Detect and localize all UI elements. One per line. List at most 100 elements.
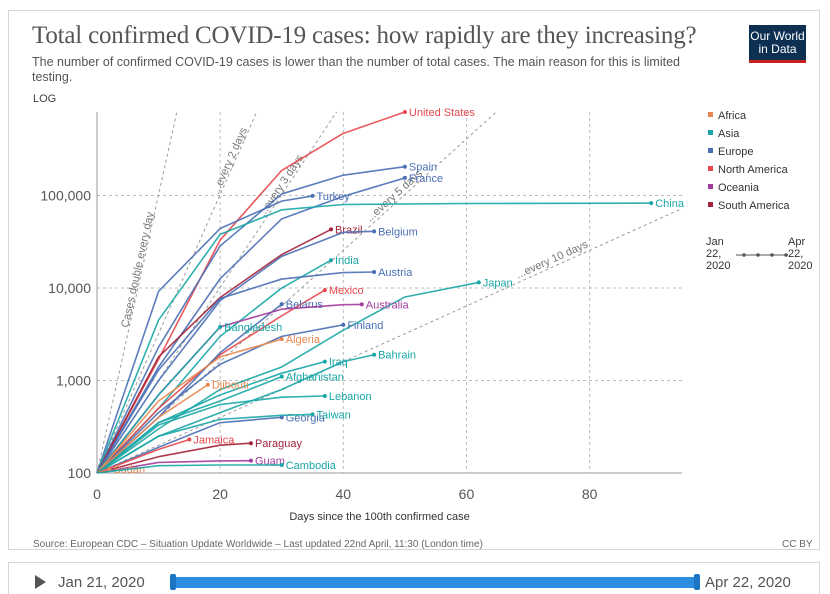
legend-item: Oceania — [718, 182, 760, 194]
series-endpoint — [279, 415, 284, 420]
series-label: India — [335, 255, 360, 267]
legend-swatch — [708, 130, 713, 135]
series-line — [96, 375, 283, 474]
series-label: Bahrain — [378, 350, 416, 362]
series-endpoint — [329, 258, 333, 263]
series-line — [96, 384, 209, 474]
time-legend-end: Apr 22, 2020 — [788, 236, 812, 272]
our-world-in-data-logo[interactable]: Our World in Data — [749, 25, 806, 63]
timeline-bar — [8, 562, 820, 594]
source-note: Source: European CDC – Situation Update … — [33, 539, 483, 550]
series-endpoint — [372, 270, 377, 275]
series-label: Djibouti — [212, 380, 249, 392]
series-line — [96, 195, 313, 474]
timeline-slider-track[interactable] — [172, 577, 698, 588]
chart-title: Total confirmed COVID-19 cases: how rapi… — [32, 22, 697, 49]
series-label: Finland — [347, 320, 383, 332]
series-endpoint — [279, 463, 284, 468]
series-label: Taiwan — [317, 409, 351, 421]
doubling-line — [96, 208, 683, 474]
timeline-end-handle[interactable] — [694, 574, 700, 590]
series-line — [96, 438, 190, 474]
series-line — [96, 202, 652, 474]
series-endpoint — [279, 374, 284, 379]
time-legend-dot — [742, 253, 746, 257]
series-line — [96, 289, 326, 474]
series-label: Algeria — [286, 334, 321, 346]
series-endpoint — [402, 175, 407, 180]
log-scale-label[interactable]: LOG — [33, 93, 57, 105]
series-endpoint — [322, 359, 327, 364]
series-endpoint — [372, 229, 377, 234]
timeline-start-date: Jan 21, 2020 — [58, 574, 145, 591]
legend-item: Europe — [718, 146, 753, 158]
series-endpoint — [341, 322, 346, 327]
series-label: Japan — [483, 277, 513, 289]
series-line — [96, 413, 313, 474]
series-label: Austria — [378, 267, 413, 279]
series-line — [96, 416, 282, 474]
series-line — [96, 177, 406, 474]
series-endpoint — [322, 288, 327, 293]
series-label: Bangladesh — [224, 322, 282, 334]
series-label: Cambodia — [286, 460, 337, 472]
legend-swatch — [708, 202, 713, 207]
legend-swatch — [708, 166, 713, 171]
series-endpoint — [649, 201, 654, 206]
series-line — [96, 111, 406, 474]
series-endpoint — [107, 467, 112, 472]
series-line — [96, 324, 344, 474]
series-line — [96, 326, 221, 474]
series-line — [96, 230, 375, 474]
series-endpoint — [329, 227, 333, 232]
series-label: China — [655, 198, 685, 210]
x-axis-label: Days since the 100th confirmed case — [289, 511, 469, 523]
y-tick-label: 100 — [68, 465, 92, 481]
legend-swatch — [708, 184, 713, 189]
legend-item: Asia — [718, 128, 740, 140]
series-line — [96, 228, 332, 474]
y-tick-label: 1,000 — [56, 373, 91, 389]
series-endpoint — [322, 394, 327, 399]
series-endpoint — [279, 337, 284, 342]
chart-subtitle: The number of confirmed COVID-19 cases i… — [32, 55, 680, 84]
series-label: Australia — [366, 299, 410, 311]
license-label[interactable]: CC BY — [782, 539, 813, 550]
x-tick-label: 60 — [459, 486, 475, 502]
legend-item: South America — [718, 200, 790, 212]
series-label: Iraq — [329, 357, 348, 369]
time-legend-dot — [756, 253, 760, 257]
y-tick-label: 10,000 — [48, 280, 91, 296]
doubling-line-label: ...every 2 days — [210, 125, 250, 196]
series-label: France — [409, 173, 443, 185]
series-label: United States — [409, 107, 476, 119]
series-label: Turkey — [317, 191, 351, 203]
timeline-start-handle[interactable] — [170, 574, 176, 590]
series-endpoint — [248, 441, 253, 446]
series-line — [96, 271, 375, 474]
series-line — [96, 459, 251, 474]
series-label: Mexico — [329, 285, 364, 297]
series-line — [96, 338, 282, 474]
series-line — [96, 281, 479, 474]
series-label: Spain — [409, 162, 437, 174]
series-endpoint — [402, 110, 407, 114]
series-endpoint — [359, 302, 364, 307]
time-legend-start: Jan 22, 2020 — [706, 236, 730, 272]
x-tick-label: 80 — [582, 486, 598, 502]
legend-swatch — [708, 148, 713, 153]
series-label: Belgium — [378, 226, 418, 238]
play-icon[interactable] — [35, 575, 46, 589]
series-label: Lebanon — [329, 391, 372, 403]
series-endpoint — [187, 437, 192, 442]
series-line — [96, 165, 406, 474]
series-line — [96, 464, 282, 474]
series-label: Afghanistan — [286, 372, 344, 384]
series-endpoint — [476, 280, 481, 285]
series-endpoint — [310, 193, 315, 198]
legend-swatch — [708, 112, 713, 117]
y-tick-label: 100,000 — [40, 188, 91, 204]
legend-item: Africa — [718, 110, 747, 122]
time-legend-dot — [784, 253, 788, 257]
time-legend-dot — [770, 253, 774, 257]
